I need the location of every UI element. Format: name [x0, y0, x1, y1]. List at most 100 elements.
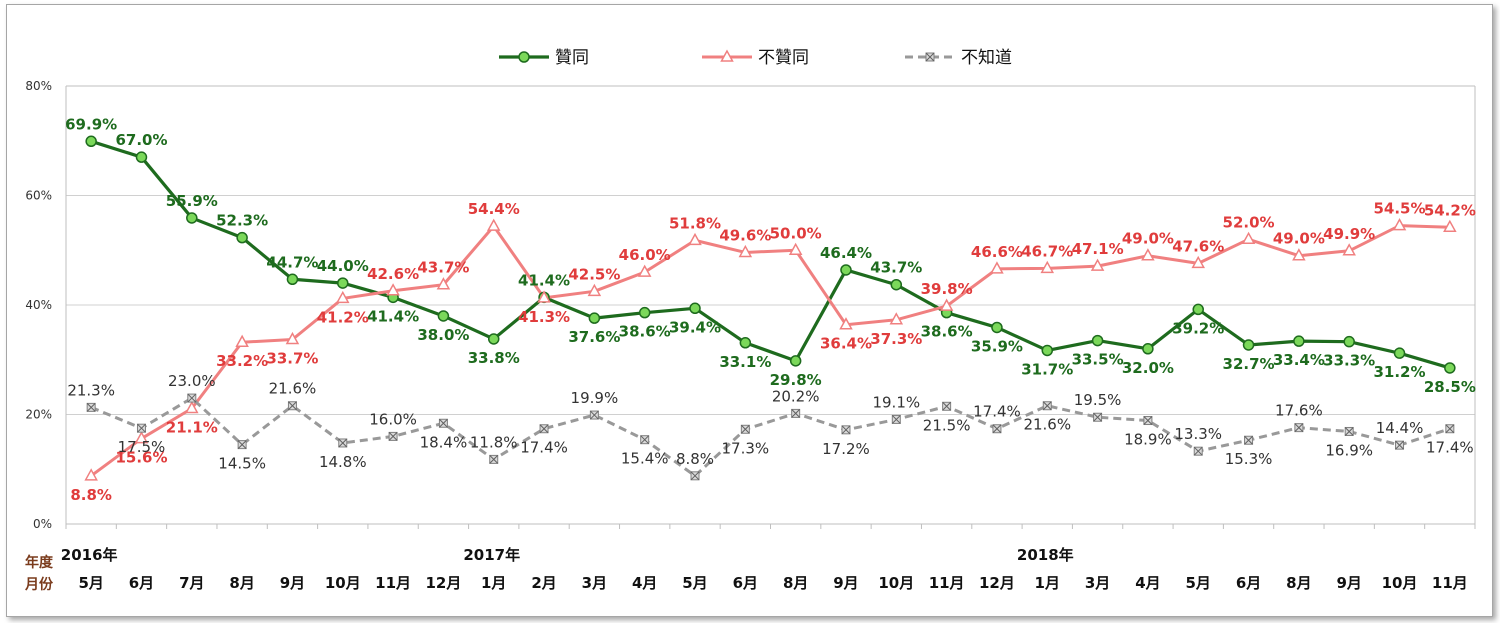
- data-point: [925, 52, 935, 62]
- data-point: [1143, 416, 1153, 426]
- data-label: 8.8%: [676, 450, 714, 468]
- data-point: [1393, 347, 1406, 359]
- data-point: [285, 331, 300, 345]
- data-point: [135, 151, 148, 163]
- data-point: [1193, 446, 1203, 456]
- data-point: [1192, 303, 1204, 316]
- data-label: 28.5%: [1424, 378, 1476, 396]
- data-point: [1443, 219, 1457, 233]
- data-point: [942, 401, 952, 411]
- data-point: [640, 435, 650, 445]
- x-tick-label: 1月: [1035, 574, 1060, 592]
- data-point: [235, 334, 249, 347]
- marker-cross-b: [187, 393, 197, 403]
- x-tick-label: 8月: [783, 574, 808, 592]
- marker-cross-b: [288, 401, 297, 411]
- line-chart: 0% 20% 40% 60% 80% 5月 6月 7月 8月 9月 10月 11月 12月 1月 2月 3月…: [24, 48, 1476, 593]
- series-line-2: [90, 224, 1450, 478]
- data-label: 36.4%: [820, 335, 872, 353]
- data-label: 8.8%: [70, 486, 112, 504]
- data-point: [1395, 440, 1405, 450]
- data-labels: 69.9%67.0%55.9%52.3%44.7%44.0%41.4%38.0%…: [65, 115, 1476, 504]
- marker-cross-b: [891, 415, 901, 424]
- data-label: 50.0%: [770, 224, 822, 242]
- data-point: [86, 402, 96, 412]
- x-tick-label: 9月: [280, 574, 305, 592]
- year-label: 2016年: [61, 546, 118, 564]
- marker-cross-b: [1042, 401, 1052, 411]
- x-tick-label: 7月: [179, 574, 204, 592]
- data-point: [638, 306, 651, 319]
- marker-cross-b: [942, 401, 951, 411]
- series-line-3: [90, 396, 1451, 478]
- data-point: [1042, 401, 1052, 411]
- data-point: [1343, 335, 1355, 348]
- marker-cross-b: [1445, 424, 1455, 434]
- data-label: 33.1%: [719, 353, 771, 371]
- data-point: [1445, 424, 1455, 434]
- data-label: 19.9%: [571, 389, 619, 407]
- data-label: 31.7%: [1021, 360, 1073, 378]
- marker-cross-b: [1294, 423, 1304, 432]
- data-point: [237, 440, 247, 450]
- x-axis: 5月 6月 7月 8月 9月 10月 11月 12月 1月 2月 3月 4月 5月 6月 8月 9月 10月 11…: [61, 524, 1476, 592]
- corner-label-year: 年度: [25, 554, 54, 571]
- data-point: [438, 418, 448, 428]
- data-point: [136, 423, 146, 433]
- marker-cross-b: [740, 424, 750, 434]
- data-label: 35.9%: [971, 337, 1023, 355]
- chart-frame: 0% 20% 40% 60% 80% 5月 6月 7月 8月 9月 10月 11月 12月 1月 2月 3月…: [6, 4, 1493, 617]
- data-label: 21.3%: [67, 381, 115, 399]
- data-point: [1241, 231, 1256, 245]
- marker-cross-b: [1093, 412, 1102, 422]
- x-tick-label: 8月: [1286, 574, 1311, 592]
- data-label: 46.4%: [820, 244, 872, 262]
- data-label: 42.6%: [367, 265, 419, 283]
- data-point: [518, 51, 530, 63]
- y-tick-label: 20%: [25, 408, 52, 422]
- corner-label-month: 月份: [24, 576, 54, 593]
- data-label: 19.1%: [872, 393, 920, 411]
- data-label: 17.6%: [1275, 402, 1323, 420]
- data-label: 17.2%: [822, 440, 870, 458]
- data-point: [187, 393, 197, 403]
- data-label: 47.6%: [1172, 237, 1224, 255]
- data-label: 33.7%: [266, 349, 318, 367]
- data-label: 52.3%: [216, 212, 268, 230]
- data-label: 33.8%: [468, 349, 520, 367]
- data-label: 17.4%: [1426, 439, 1474, 457]
- data-label: 51.8%: [669, 214, 721, 232]
- marker-cross-b: [925, 52, 935, 62]
- data-point: [1293, 335, 1305, 347]
- data-point: [1244, 435, 1254, 445]
- x-tick-label: 6月: [129, 574, 154, 592]
- data-label: 18.9%: [1124, 431, 1172, 449]
- data-label: 38.6%: [921, 323, 973, 341]
- data-label: 15.6%: [115, 449, 167, 467]
- data-point: [1242, 339, 1255, 351]
- x-tick-label: 10月: [1382, 574, 1418, 592]
- x-tick-label: 11月: [1432, 574, 1468, 592]
- y-tick-label: 80%: [25, 79, 52, 93]
- data-point: [1292, 248, 1306, 261]
- data-label: 46.0%: [619, 246, 671, 264]
- x-tick-label: 12月: [979, 574, 1015, 592]
- data-point: [185, 400, 199, 414]
- marker-cross-b: [86, 403, 96, 412]
- marker-cross-b: [590, 410, 599, 420]
- x-tick-label: 4月: [632, 574, 657, 592]
- data-point: [891, 414, 901, 424]
- data-point: [589, 410, 599, 420]
- data-point: [1090, 258, 1105, 271]
- data-label: 17.4%: [520, 439, 568, 457]
- data-label: 21.5%: [923, 416, 971, 434]
- y-axis: 0% 20% 40% 60% 80%: [25, 79, 52, 531]
- data-point: [1191, 255, 1206, 269]
- data-label: 49.0%: [1273, 230, 1325, 248]
- x-tick-label: 3月: [582, 574, 607, 592]
- data-label: 43.7%: [870, 259, 922, 277]
- data-label: 33.5%: [1072, 351, 1124, 369]
- x-tick-label: 11月: [375, 574, 411, 592]
- data-point: [1142, 343, 1154, 355]
- y-tick-label: 40%: [25, 298, 52, 312]
